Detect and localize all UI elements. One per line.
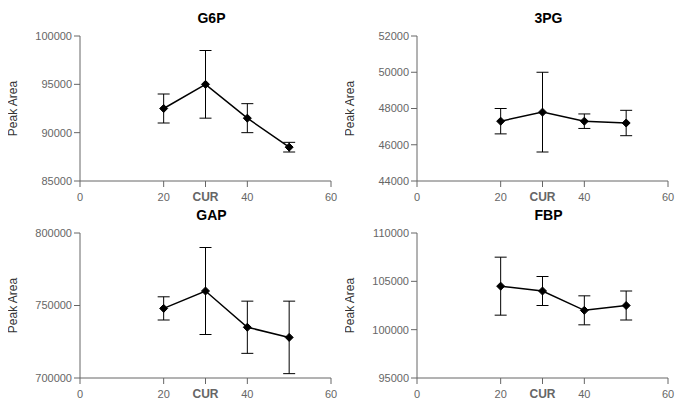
html-text:GAP: GAP [196,207,227,223]
svg-text:Peak Area: Peak Area [8,277,20,333]
svg-text:40: 40 [578,388,590,400]
svg-text:46000: 46000 [378,139,409,151]
svg-text:0: 0 [77,191,83,203]
svg-text:750000: 750000 [35,299,72,311]
svg-text:48000: 48000 [378,102,409,114]
svg-text:40: 40 [241,388,253,400]
svg-text:800000: 800000 [35,227,72,239]
svg-text:85000: 85000 [41,175,72,187]
svg-text:CUR: CUR [193,387,219,401]
svg-text:60: 60 [325,388,337,400]
svg-text:700000: 700000 [35,372,72,384]
svg-text:95000: 95000 [378,372,409,384]
svg-text:0: 0 [414,388,420,400]
svg-text:110000: 110000 [373,227,409,239]
svg-text:CUR: CUR [530,190,556,204]
svg-text:20: 20 [495,388,507,400]
svg-text:60: 60 [662,388,674,400]
html-text:FBP: FBP [534,207,563,223]
svg-text:52000: 52000 [378,30,409,42]
html-text:3PG: 3PG [534,10,563,26]
svg-text:100000: 100000 [35,30,72,42]
svg-text:0: 0 [77,388,83,400]
html-text:G6P: G6P [197,10,226,26]
svg-text:Peak Area: Peak Area [8,80,20,136]
svg-text:60: 60 [662,191,674,203]
svg-text:20: 20 [158,191,170,203]
svg-text:40: 40 [241,191,253,203]
svg-text:CUR: CUR [193,190,219,204]
svg-text:44000: 44000 [378,175,409,187]
svg-text:Peak Area: Peak Area [345,80,357,136]
svg-text:60: 60 [325,191,337,203]
svg-text:100000: 100000 [372,324,409,336]
svg-text:90000: 90000 [41,127,72,139]
svg-text:95000: 95000 [41,78,72,90]
svg-text:50000: 50000 [378,66,409,78]
svg-text:20: 20 [495,191,507,203]
svg-text:105000: 105000 [372,275,409,287]
svg-text:20: 20 [158,388,170,400]
svg-text:0: 0 [414,191,420,203]
svg-text:Peak Area: Peak Area [345,277,357,333]
svg-text:40: 40 [578,191,590,203]
svg-text:CUR: CUR [530,387,556,401]
